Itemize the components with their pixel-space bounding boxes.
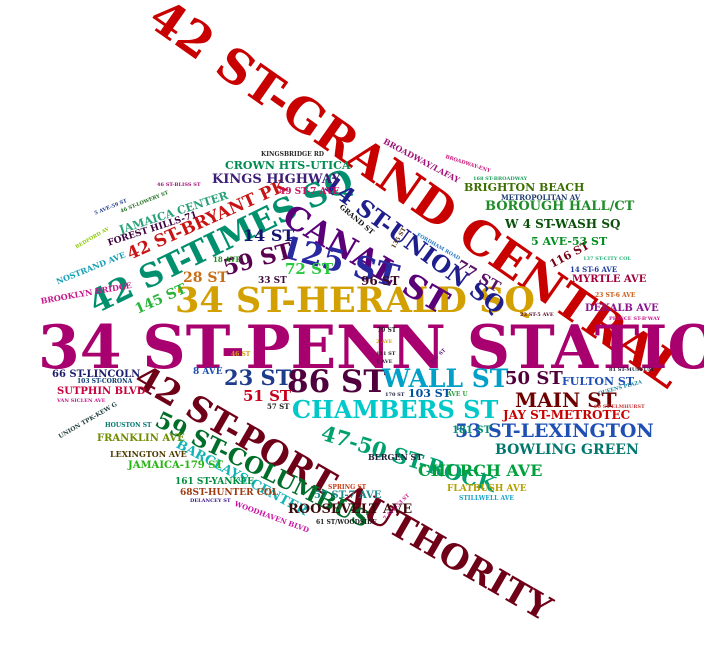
word-14-st: 14 ST (243, 226, 295, 245)
word-34-st-penn-station: 34 ST-PENN STATION (38, 313, 704, 383)
word-church-ave: CHURCH AVE (418, 461, 543, 480)
word-86-st: 86 ST (287, 364, 387, 400)
word-flatbush-ave: FLATBUSH AVE (447, 484, 527, 494)
word-79-st: 79 ST (377, 327, 397, 334)
word-23-st: 23 ST (224, 365, 292, 390)
word-fulton-st: FULTON ST (562, 375, 635, 388)
word-main-st: MAIN ST (515, 388, 617, 412)
word-34-st-herald-sq: 34 ST-HERALD SQ (175, 280, 535, 321)
word-96-st: 96 ST (361, 274, 400, 288)
word-137-st-city-col: 137 ST-CITY COL (583, 256, 631, 262)
word-franklin-ave: FRANKLIN AVE (97, 433, 185, 444)
word-8-ave: 8 AVE (193, 367, 223, 377)
word-23-st-6-ave: 23 ST-6 AVE (595, 292, 636, 299)
word-72-st: 72 ST (285, 260, 334, 278)
word-28-st: 28 ST (183, 270, 228, 286)
word-46-st: 46 ST (231, 351, 251, 358)
word-103-st: 103 ST (408, 387, 451, 400)
word-57-st-7-ave: 57 ST-7 AVE (314, 490, 382, 501)
word-spring-st: SPRING ST (328, 484, 367, 491)
word-1-ave: 1 AVE (376, 359, 393, 365)
word-w-4-st-wash-sq: W 4 ST-WASH SQ (505, 217, 621, 231)
word-jamaica-179-st: JAMAICA-179 ST (128, 460, 223, 471)
word-57-st: 57 ST (267, 402, 290, 411)
word-chambers-st: CHAMBERS ST (292, 395, 499, 424)
word-lexington-ave: LEXINGTON AVE (110, 449, 187, 459)
word-68st-hunter-col: 68ST-HUNTER COL (180, 488, 279, 498)
word-prince-st-bway: PRINCE ST-B'WAY (609, 316, 661, 322)
word-ave-u: AVE U (447, 391, 468, 398)
word-bowling-green: BOWLING GREEN (495, 442, 639, 458)
word-myrtle-ave: MYRTLE AVE (572, 274, 647, 285)
word-jay-st-metrotec: JAY ST-METROTEC (503, 408, 631, 422)
word-53-st-lexington: 53 ST-LEXINGTON (455, 420, 654, 442)
word-181-st: 181 ST (452, 425, 492, 436)
word-168-st-broadway: 168 ST-BROADWAY (473, 176, 528, 182)
word-61-st-woodside: 61 ST/WOODSIDE (316, 519, 377, 526)
word-brighton-beach: BRIGHTON BEACH (464, 181, 585, 194)
word-stillwell-ave: STILLWELL AVE (459, 495, 514, 502)
word-houston-st: HOUSTON ST (105, 422, 152, 429)
word-borough-hall-ct: BOROUGH HALL/CT (485, 199, 635, 214)
word-161-st-yankee: 161 ST-YANKEE (175, 477, 254, 487)
word-103-st-corona: 103 ST-CORONA (77, 378, 133, 385)
word-roosevelt-ave: ROOSEVELT AVE (288, 502, 413, 517)
word-kings-highway: KINGS HIGHWAY (212, 172, 341, 187)
word-50-st: 50 ST (505, 368, 563, 389)
word-delancey-st: DELANCEY ST (190, 498, 231, 504)
word-14-st-6-ave: 14 ST-6 AVE (570, 265, 618, 274)
word-51-st: 51 ST (243, 387, 292, 405)
word-bedford-av: BEDFORD AV (74, 226, 111, 251)
word-sutphin-blvd: SUTPHIN BLVD (57, 386, 146, 397)
word-49-st-7-ave: 49 ST-7 AVE (279, 187, 340, 197)
word-66-st-lincoln: 66 ST-LINCOLN (52, 369, 141, 380)
word-18-ave: 18 AVE (213, 255, 241, 264)
word-wall-st: WALL ST (382, 364, 509, 393)
word-bergen-st: BERGEN ST (368, 452, 423, 462)
word-2-ave: 2 AVE (376, 339, 393, 345)
word-kingsbridge-rd: KINGSBRIDGE RD (261, 151, 325, 158)
word-111-st: 111 ST (376, 351, 396, 357)
word-81-st-museum: 81 ST-MUSEUM (609, 367, 654, 373)
word-90-st-elmhurst: 90 ST-ELMHURST (594, 404, 645, 410)
word-33-st: 33 ST (258, 276, 287, 286)
word-5-ave-53-st: 5 AVE-53 ST (531, 235, 608, 248)
word-dekalb-ave: DEKALB AVE (585, 303, 659, 314)
word-crown-hts-utica: CROWN HTS-UTICA (225, 159, 351, 172)
word-46-st-bliss-st: 46 ST-BLISS ST (157, 182, 201, 188)
word-metropolitan-av: METROPOLITAN AV (501, 193, 581, 202)
word-van-siclen-ave: VAN SICLEN AVE (57, 398, 106, 404)
word-23-st-5-ave: 23 ST-5 AVE (520, 312, 554, 318)
word-170-st: 170 ST (385, 392, 405, 398)
